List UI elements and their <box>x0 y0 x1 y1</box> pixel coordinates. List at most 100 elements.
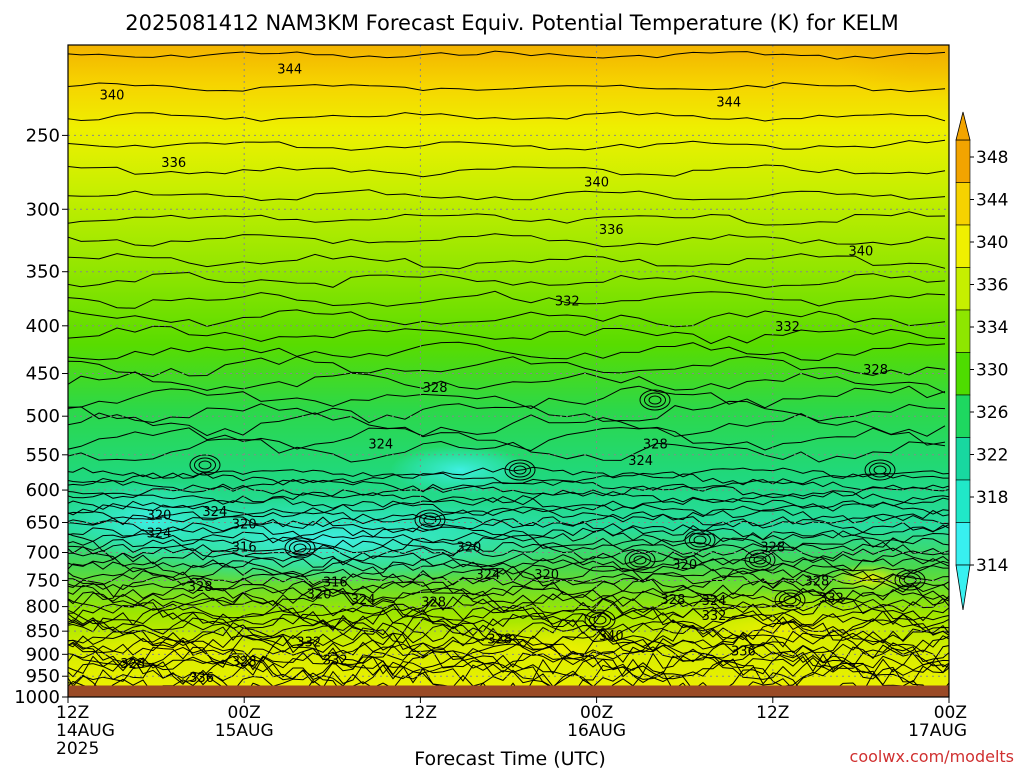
contour-cell <box>293 543 307 553</box>
y-tick-label: 1000 <box>14 687 60 708</box>
contour-line <box>68 584 949 611</box>
contour-line <box>68 639 949 676</box>
contour-line <box>68 438 946 463</box>
contour-cell <box>284 537 316 559</box>
contour-cell <box>504 459 536 481</box>
colorbar-label: 322 <box>976 446 1008 466</box>
y-tick-label: 500 <box>26 406 60 427</box>
contour-cell <box>693 535 707 545</box>
x-tick-label: 00Z <box>228 703 261 723</box>
colorbar-label: 318 <box>976 488 1008 508</box>
contour-line <box>68 557 949 580</box>
contour-line <box>68 608 949 641</box>
contour-label: 340 <box>848 244 873 259</box>
colorbar-label: 330 <box>976 361 1008 381</box>
y-tick-label: 450 <box>26 364 60 385</box>
plot-frame <box>67 44 950 698</box>
contour-line <box>68 612 949 644</box>
underground-mask <box>68 685 949 697</box>
colorbar-segment <box>955 182 971 226</box>
colorbar: 348 344 340 336 334 330 326 322 318 314 <box>955 111 1008 611</box>
contour-label: 320 <box>147 508 172 523</box>
warm-core-top <box>300 45 740 85</box>
contour-label: 328 <box>421 596 446 611</box>
contour-label: 336 <box>189 671 214 686</box>
contour-label: 320 <box>232 518 257 533</box>
contour-line <box>68 619 949 653</box>
warm-core-top-right <box>840 45 949 140</box>
x-tick-label: 00Z <box>934 703 967 723</box>
y-tick-label: 400 <box>26 316 60 337</box>
y-tick-label: 650 <box>26 512 60 533</box>
contour-line <box>68 653 949 693</box>
contour-cell <box>869 462 891 478</box>
colorbar-label: 344 <box>976 191 1008 211</box>
contour-line <box>68 233 946 248</box>
contour-line <box>68 385 946 410</box>
contour-cell <box>689 532 711 548</box>
contour-line <box>68 164 946 178</box>
x-tick-label: 15AUG <box>215 721 274 741</box>
contour-line <box>68 599 949 629</box>
x-axis-label: Forecast Time (UTC) <box>414 748 605 768</box>
contour-line <box>68 500 949 519</box>
x-tick-label: 14AUG <box>56 721 115 741</box>
y-tick-label: 950 <box>26 666 60 687</box>
contour-line <box>68 521 949 542</box>
contour-cell <box>423 515 437 525</box>
contour-label: 324 <box>476 568 501 583</box>
y-tick-label: 850 <box>26 621 60 642</box>
contour-line <box>68 290 946 309</box>
contour-label: 332 <box>323 654 348 669</box>
contour-label: 324 <box>368 438 393 453</box>
contour-line <box>68 325 946 345</box>
contour-label: 328 <box>863 363 888 378</box>
contour-cell <box>584 609 616 631</box>
contour-line <box>68 579 949 607</box>
colorbar-segment <box>955 139 971 183</box>
contour-line <box>68 531 949 554</box>
contour-label: 332 <box>775 320 800 335</box>
contour-label: 316 <box>232 541 257 556</box>
contour-label: 340 <box>584 175 609 190</box>
colorbar-segment <box>955 522 971 566</box>
contour-line <box>68 483 949 500</box>
colorbar-segment <box>955 394 971 438</box>
contour-line <box>68 371 946 394</box>
contour-cell <box>633 555 647 565</box>
x-tick-label: 16AUG <box>567 721 626 741</box>
contour-label: 340 <box>599 629 624 644</box>
contour-cell <box>753 555 767 565</box>
contour-line <box>68 649 949 688</box>
contour-cell <box>414 509 446 531</box>
contour-line <box>68 253 946 270</box>
contour-label: 336 <box>599 223 624 238</box>
y-tick-label: 300 <box>26 199 60 220</box>
contour-label: 324 <box>351 593 376 608</box>
contour-label: 344 <box>716 96 741 111</box>
colorbar-extend-max <box>955 111 971 141</box>
contour-line <box>68 616 949 649</box>
contour-line <box>68 516 949 536</box>
contour-cell <box>513 465 527 475</box>
contour-cell <box>864 459 896 481</box>
contour-cell <box>589 612 611 628</box>
contour-label: 328 <box>804 574 829 589</box>
contour-label: 328 <box>423 381 448 396</box>
contour-label: 324 <box>202 505 227 520</box>
contour-label: 324 <box>702 594 727 609</box>
contour-label: 320 <box>456 541 481 556</box>
contour-line <box>68 356 946 378</box>
contour-line <box>68 561 949 586</box>
colorbar-label: 326 <box>976 403 1008 423</box>
contour-label: 324 <box>147 526 172 541</box>
contour-label: 328 <box>188 580 213 595</box>
colorbar-extend-min <box>955 564 971 611</box>
contour-label: 332 <box>819 591 844 606</box>
contour-label: 336 <box>161 156 186 171</box>
contour-line <box>68 271 946 289</box>
contour-label: 332 <box>296 636 321 651</box>
